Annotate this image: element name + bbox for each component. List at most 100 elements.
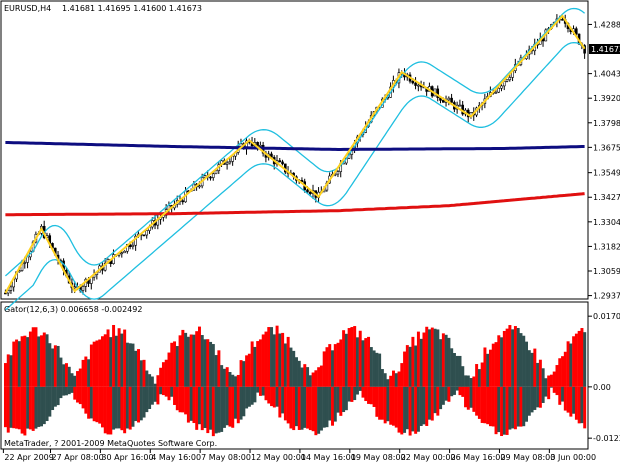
gator-lower-bar <box>530 386 534 413</box>
gator-lower-bar <box>134 386 138 422</box>
gator-upper-bar <box>541 368 545 387</box>
candle-body <box>211 173 215 178</box>
gator-upper-bar <box>142 359 146 387</box>
gator-lower-bar <box>253 386 257 403</box>
gator-upper-bar <box>441 333 445 387</box>
gator-lower-bar <box>408 386 412 436</box>
current-price-label: 1.41673 <box>591 45 620 54</box>
gator-lower-bar <box>37 386 41 427</box>
candle-body <box>23 262 27 264</box>
gator-lower-bar <box>430 386 434 421</box>
gator-upper-bar <box>425 326 429 387</box>
gator-upper-bar <box>81 359 85 387</box>
gator-lower-bar <box>142 386 146 418</box>
gator-lower-bar <box>325 386 329 428</box>
gator-lower-bar <box>461 386 465 397</box>
gator-lower-bar <box>380 386 384 420</box>
gator-lower-bar <box>533 386 537 410</box>
gator-lower-bar <box>9 386 13 428</box>
gator-lower-bar <box>81 386 85 409</box>
gator-upper-bar <box>31 327 35 387</box>
gator-upper-bar <box>455 355 459 387</box>
gator-lower-bar <box>355 386 359 395</box>
gator-upper-bar <box>148 374 152 387</box>
gator-lower-bar <box>527 386 531 416</box>
gator-upper-bar <box>53 345 57 387</box>
gator-upper-bar <box>394 373 398 387</box>
gator-upper-bar <box>92 341 96 387</box>
gator-upper-bar <box>308 375 312 387</box>
gator-upper-bar <box>256 341 260 387</box>
gator-lower-bar <box>511 386 515 429</box>
gator-lower-bar <box>561 386 565 402</box>
gator-upper-bar <box>505 328 509 387</box>
gator-lower-bar <box>164 386 168 397</box>
candle-body <box>450 97 453 103</box>
gator-lower-bar <box>378 386 382 420</box>
gator-lower-bar <box>84 386 88 414</box>
gator-upper-bar <box>272 334 276 387</box>
gator-upper-bar <box>181 329 185 387</box>
gator-upper-bar <box>228 372 232 387</box>
gator-lower-bar <box>486 386 490 425</box>
gator-lower-bar <box>76 386 80 403</box>
gator-upper-bar <box>450 348 454 387</box>
gator-lower-bar <box>319 386 323 431</box>
gator-lower-bar <box>505 386 509 435</box>
gator-lower-bar <box>92 386 96 422</box>
gator-lower-bar <box>56 386 60 406</box>
gator-upper-bar <box>408 346 412 387</box>
gator-upper-bar <box>317 367 321 387</box>
candle-body <box>336 171 340 175</box>
gator-upper-bar <box>494 342 498 387</box>
gator-upper-bar <box>206 339 210 387</box>
gator-upper-bar <box>452 353 456 387</box>
gator-lower-bar <box>552 386 556 393</box>
gator-upper-bar <box>311 372 315 387</box>
gator-upper-bar <box>563 351 567 387</box>
gator-upper-bar <box>101 336 104 387</box>
gator-lower-bar <box>6 386 10 433</box>
gator-lower-bar <box>28 386 32 430</box>
gator-lower-bar <box>125 386 129 429</box>
gator-lower-bar <box>34 386 38 429</box>
gator-upper-bar <box>34 327 38 387</box>
gator-lower-bar <box>106 386 110 435</box>
gator-upper-bar <box>497 335 501 387</box>
gator-lower-bar <box>258 386 262 396</box>
gator-lower-bar <box>405 386 409 430</box>
gator-lower-bar <box>209 386 213 430</box>
gator-upper-bar <box>45 334 49 387</box>
candle-body <box>306 189 309 193</box>
gator-lower-bar <box>369 386 373 405</box>
gator-upper-bar <box>436 329 440 387</box>
gator-lower-bar <box>278 386 282 418</box>
gator-upper-bar <box>239 360 243 387</box>
gator-upper-bar <box>530 352 534 387</box>
gator-lower-bar <box>414 386 418 434</box>
gator-upper-bar <box>139 360 143 387</box>
gator-upper-bar <box>328 344 332 387</box>
gator-lower-bar <box>87 386 91 419</box>
gator-upper-bar <box>519 333 523 387</box>
gator-lower-bar <box>516 386 520 427</box>
gator-lower-bar <box>563 386 567 411</box>
gator-upper-bar <box>319 365 323 387</box>
gator-upper-bar <box>245 355 249 387</box>
gator-upper-bar <box>516 327 520 387</box>
gator-lower-bar <box>580 386 584 424</box>
gator-upper-bar <box>26 337 30 387</box>
gator-lower-bar <box>114 386 118 429</box>
candle-body <box>414 82 417 86</box>
gator-lower-bar <box>286 386 290 424</box>
gator-lower-bar <box>48 386 52 417</box>
gator-upper-bar <box>289 347 293 387</box>
candle-body <box>145 230 149 236</box>
gator-lower-bar <box>181 386 185 413</box>
gator-upper-bar <box>253 346 257 387</box>
gator-lower-bar <box>153 386 157 402</box>
gator-lower-bar <box>300 386 304 430</box>
gator-lower-bar <box>245 386 249 409</box>
candle-body <box>198 185 201 188</box>
candle-body <box>259 144 262 147</box>
